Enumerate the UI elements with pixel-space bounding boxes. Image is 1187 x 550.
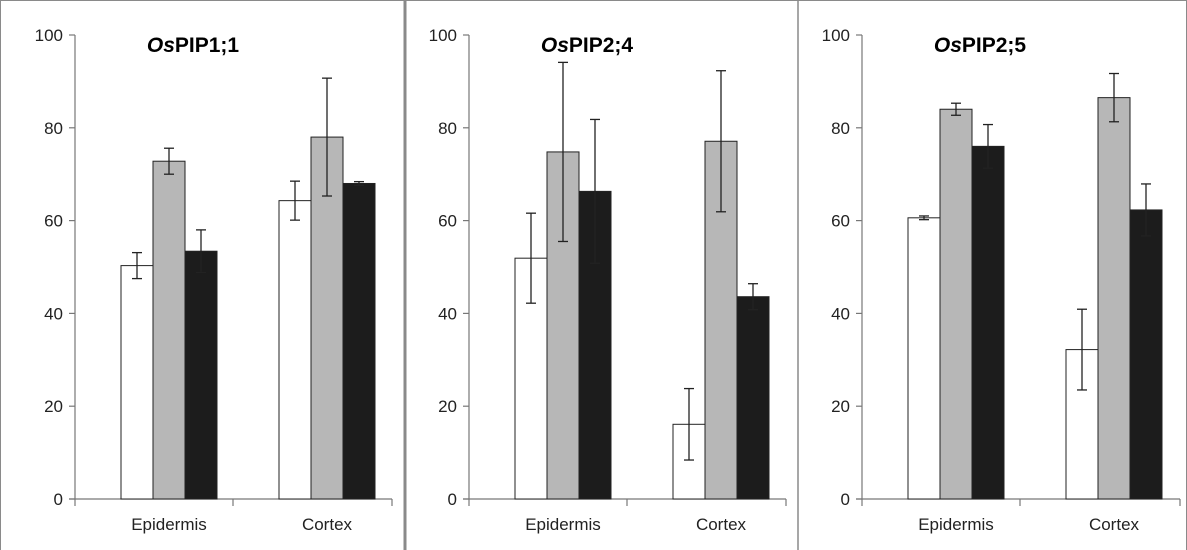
y-tick-label: 80 — [44, 119, 63, 138]
x-category-label: Epidermis — [131, 515, 207, 534]
chart-title-rest: PIP2;5 — [962, 34, 1027, 57]
chart-panel-1: OsPIP1;1 0 20 40 60 80 100 Epidermis Cortex — [35, 26, 393, 534]
y-tick-label: 20 — [831, 397, 850, 416]
chart-title: OsPIP2;4 — [541, 34, 634, 57]
y-tick-label: 100 — [429, 26, 457, 45]
bar-series-1-epidermis — [907, 217, 941, 500]
x-category-label: Cortex — [1089, 515, 1140, 534]
bar-series-3-cortex — [1129, 209, 1163, 500]
x-category-label: Cortex — [696, 515, 747, 534]
chart-title-italic: Os — [541, 34, 569, 57]
chart-title-italic: Os — [934, 34, 962, 57]
bar-series-3-cortex — [342, 182, 376, 500]
bar-series-1-epidermis — [120, 265, 154, 500]
x-category-label: Epidermis — [918, 515, 994, 534]
chart-title-italic: Os — [147, 34, 175, 57]
y-tick-label: 20 — [44, 397, 63, 416]
bar-series-2-cortex — [310, 136, 344, 500]
y-tick-label: 40 — [44, 304, 63, 323]
bar-series-2-epidermis — [939, 108, 973, 500]
chart-title-rest: PIP1;1 — [175, 34, 240, 57]
chart-title-rest: PIP2;4 — [569, 34, 634, 57]
y-tick-label: 80 — [831, 119, 850, 138]
y-tick-label: 40 — [438, 304, 457, 323]
chart-panel-2: OsPIP2;4 0 20 40 60 80 100 Epidermis Cortex — [429, 26, 787, 534]
y-tick-label: 60 — [44, 212, 63, 231]
y-tick-label: 0 — [54, 490, 63, 509]
chart-title: OsPIP1;1 — [147, 34, 240, 57]
y-tick-label: 40 — [831, 304, 850, 323]
x-category-label: Epidermis — [525, 515, 601, 534]
y-tick-label: 80 — [438, 119, 457, 138]
chart-panel-3: OsPIP2;5 0 20 40 60 80 100 Epidermis Cortex — [822, 26, 1181, 534]
bar-series-2-epidermis — [152, 160, 186, 500]
y-tick-label: 20 — [438, 397, 457, 416]
bar-series-3-epidermis — [184, 250, 218, 500]
y-tick-label: 0 — [841, 490, 850, 509]
y-tick-label: 60 — [831, 212, 850, 231]
bar-series-1-cortex — [278, 200, 312, 500]
chart-title: OsPIP2;5 — [934, 34, 1027, 57]
y-tick-label: 60 — [438, 212, 457, 231]
y-tick-label: 100 — [35, 26, 63, 45]
y-tick-label: 0 — [448, 490, 457, 509]
y-tick-label: 100 — [822, 26, 850, 45]
bar-series-3-cortex — [736, 296, 770, 500]
x-category-label: Cortex — [302, 515, 353, 534]
bar-series-3-epidermis — [971, 145, 1005, 500]
bar-series-2-cortex — [1097, 97, 1131, 500]
